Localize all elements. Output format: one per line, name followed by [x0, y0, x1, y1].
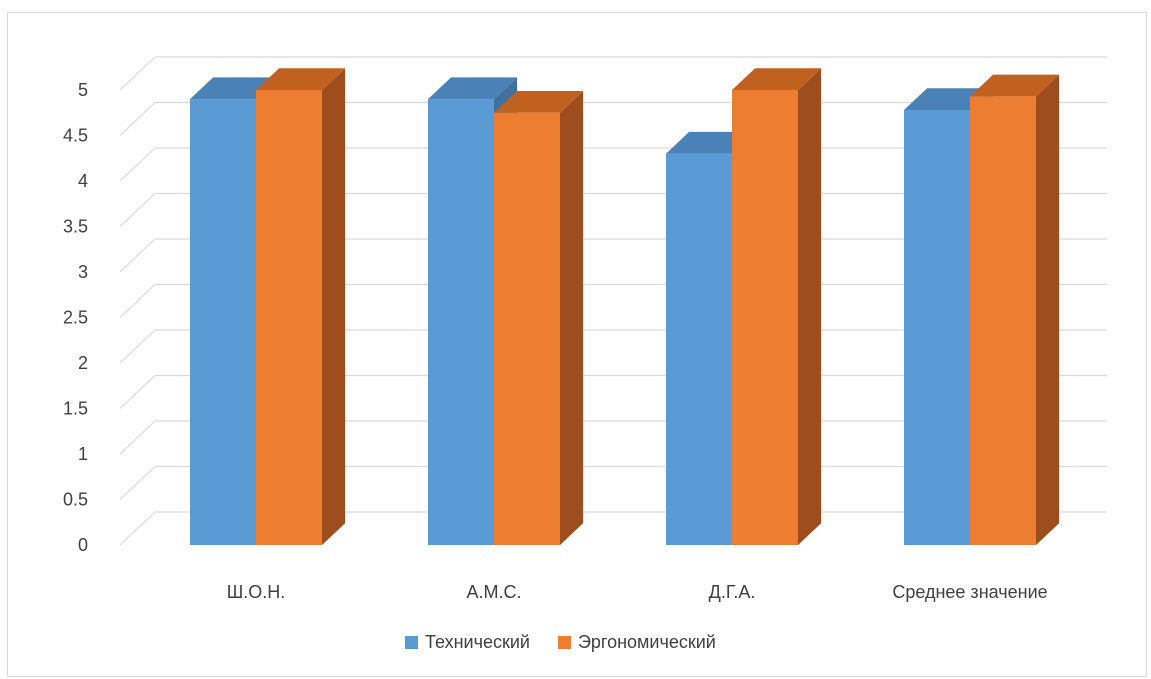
legend-label: Эргономический	[578, 632, 716, 652]
bar-top	[494, 90, 584, 113]
bar-top	[732, 68, 822, 90]
y-tick-label: 2	[78, 353, 88, 373]
x-category-label: Ш.О.Н.	[227, 582, 286, 602]
bar-side	[560, 90, 584, 545]
bar-front	[256, 90, 322, 545]
legend: Технический Эргономический	[405, 632, 716, 652]
gridline-diagonal	[119, 284, 156, 318]
gridline-diagonal	[119, 375, 156, 409]
bar	[732, 68, 822, 545]
bar-top	[970, 74, 1060, 97]
bar-front	[494, 112, 560, 545]
y-tick-label: 0.5	[63, 490, 88, 510]
x-category-label: Д.Г.А.	[709, 582, 756, 602]
bar-front	[732, 90, 798, 545]
bars	[190, 68, 1060, 546]
bar-front	[190, 99, 256, 545]
x-category-label: А.М.С.	[466, 582, 521, 602]
bar-front	[970, 96, 1036, 546]
bar-front	[904, 110, 970, 546]
x-category-label: Среднее значение	[892, 582, 1047, 602]
y-tick-label: 1	[78, 444, 88, 464]
bar-side	[1036, 74, 1060, 545]
gridline-diagonal	[119, 102, 156, 136]
y-tick-label: 0	[78, 535, 88, 555]
bar-front	[666, 153, 732, 545]
y-axis-ticks: 0 0.5 1 1.5 2 2.5 3 3.5 4 4.5 5	[63, 80, 88, 555]
y-tick-label: 2.5	[63, 308, 88, 328]
legend-swatch	[557, 636, 571, 649]
legend-item: Эргономический	[557, 632, 716, 652]
bar	[256, 68, 346, 545]
bar	[970, 74, 1060, 546]
gridline-diagonal	[119, 511, 156, 546]
legend-item: Технический	[405, 632, 530, 652]
gridline-diagonal	[119, 466, 156, 500]
y-tick-label: 4	[78, 171, 88, 191]
bar-side	[798, 68, 822, 545]
gridline-diagonal	[119, 147, 156, 182]
bar-top	[256, 68, 346, 90]
gridline-diagonal	[119, 238, 156, 273]
legend-label: Технический	[425, 632, 530, 652]
bar-front	[428, 99, 494, 545]
bar	[494, 90, 584, 545]
legend-swatch	[405, 636, 418, 649]
gridline-diagonal	[119, 329, 156, 364]
bar-top	[428, 77, 518, 100]
y-tick-label: 1.5	[63, 399, 88, 419]
bar-side	[322, 68, 346, 545]
gridline-diagonal	[119, 193, 156, 227]
y-tick-label: 3.5	[63, 217, 88, 237]
gridline-diagonal	[119, 56, 156, 91]
y-tick-label: 3	[78, 262, 88, 282]
y-tick-label: 4.5	[63, 126, 88, 146]
gridline-diagonal	[119, 420, 156, 455]
x-axis-categories: Ш.О.Н. А.М.С. Д.Г.А. Среднее значение	[227, 582, 1048, 602]
y-tick-label: 5	[78, 80, 88, 100]
